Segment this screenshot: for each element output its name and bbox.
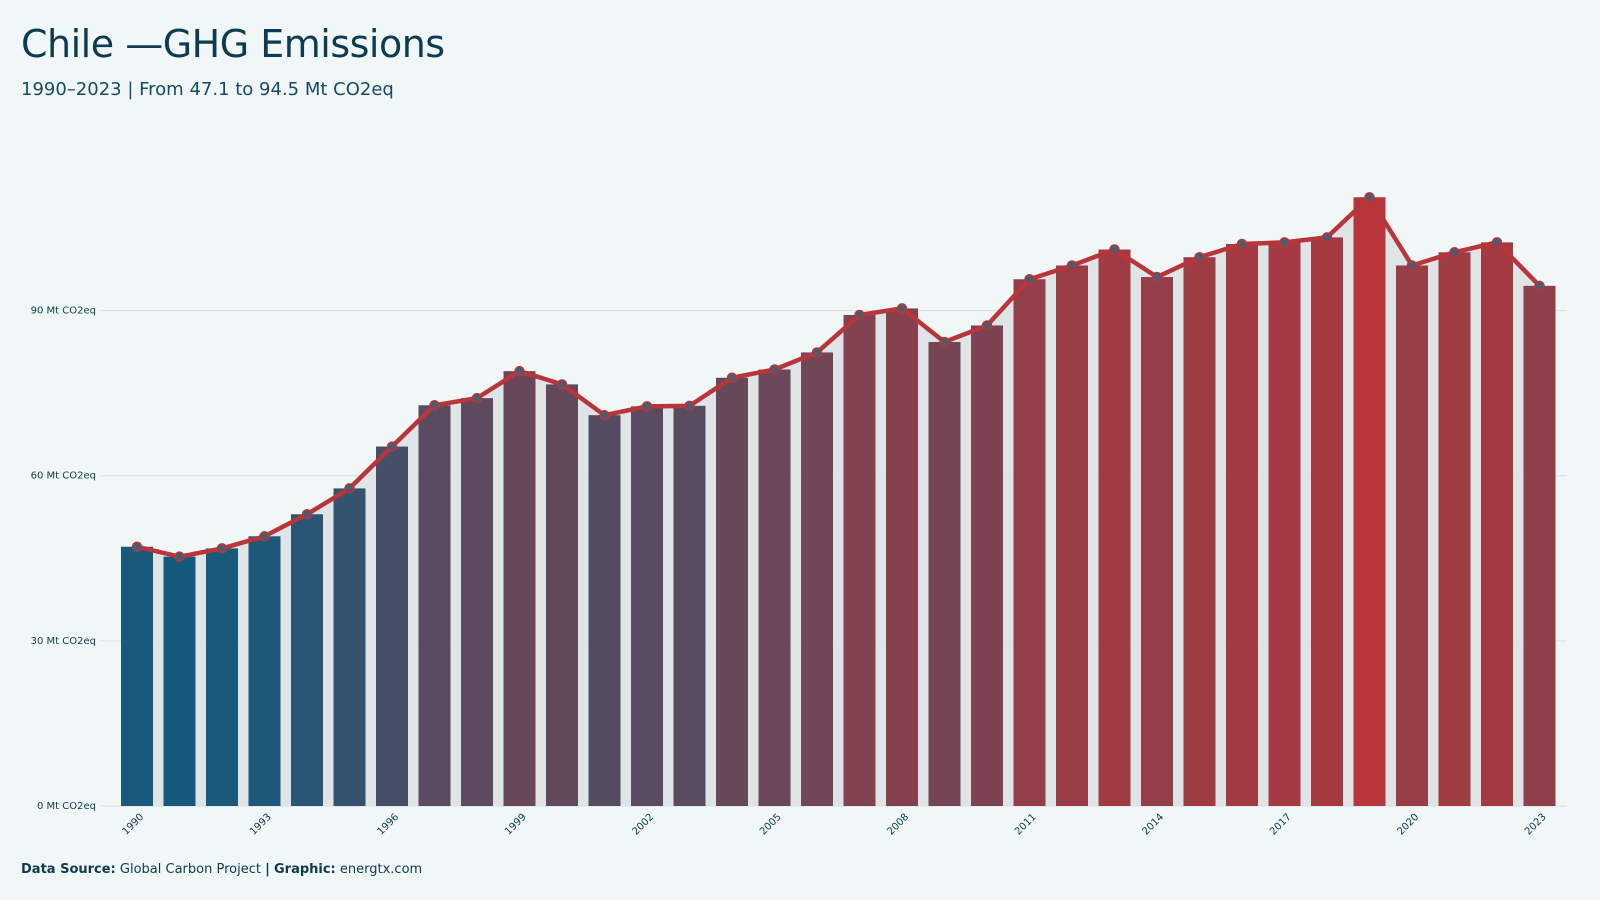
point-2002 [641,401,653,412]
bar-2009 [928,341,961,806]
graphic-label: Graphic: [273,862,336,877]
point-2012 [1066,260,1078,271]
point-2008 [896,303,908,314]
emissions-line [134,194,1542,559]
bar-2003 [673,405,706,806]
bar-1996 [376,446,408,806]
point-2000 [556,379,568,390]
bar-1997 [418,405,451,806]
point-2001 [599,409,610,421]
point-1992 [216,543,228,554]
x-tick-label: 2023 [1523,812,1549,838]
point-1997 [429,400,440,411]
point-2019 [1364,191,1375,203]
point-2004 [726,372,738,384]
bar-2012 [1056,265,1088,807]
bar-2014 [1141,277,1173,806]
bar-2015 [1183,257,1216,806]
bar-1993 [248,536,281,806]
x-tick-label: 1996 [375,812,401,838]
footer-credits: Data Source: Global Carbon Project | Gra… [21,862,422,877]
point-1995 [344,483,355,494]
bar-1995 [333,488,366,806]
bar-1991 [163,556,196,806]
x-tick-label: 2014 [1140,812,1166,838]
y-axis: 0 Mt CO2eq 30 Mt CO2eq 60 Mt CO2eq 90 Mt CO… [31,306,96,812]
bar-2013 [1098,249,1131,806]
bar-2007 [843,315,876,806]
bar-2022 [1481,242,1513,806]
bar-2008 [886,308,918,806]
bar-1992 [206,548,238,806]
point-2020 [1406,260,1418,271]
chart-subtitle: 1990–2023 | From 47.1 to 94.5 Mt CO2eq [21,79,394,100]
x-tick-label: 2011 [1013,812,1039,838]
point-2023 [1534,280,1545,292]
point-2007 [854,309,865,321]
point-1994 [301,509,313,520]
point-2016 [1236,238,1248,250]
point-2010 [981,320,993,331]
point-1991 [174,551,185,562]
point-2005 [769,364,780,375]
source-label: Data Source: [21,862,116,877]
point-2014 [1151,271,1163,283]
trend-line [134,194,1542,559]
bar-2006 [801,352,833,806]
point-2011 [1024,273,1035,285]
point-2013 [1109,244,1120,255]
bar-2018 [1311,237,1343,806]
bar-2002 [631,406,663,806]
x-tick-label: 1993 [248,812,274,838]
point-1999 [514,365,525,377]
point-1996 [386,441,398,452]
point-2017 [1279,237,1290,248]
x-tick-label: 2017 [1268,812,1294,838]
bar-1999 [503,371,536,806]
x-axis: 1990 1993 1996 1999 2002 2005 2008 2011 2014 2017… [120,812,1548,838]
point-2006 [811,347,823,358]
bar-2019 [1353,197,1386,807]
graphic-value: energtx.com [339,862,423,877]
bar-2017 [1268,242,1301,806]
bar-2016 [1226,244,1258,806]
y-tick-label: 90 Mt CO2eq [31,306,96,317]
x-tick-label: 2020 [1395,812,1421,838]
markers [131,191,1545,562]
y-tick-label: 30 Mt CO2eq [31,636,96,647]
point-1993 [259,531,270,542]
bar-2023 [1523,285,1556,807]
bar-2021 [1438,252,1471,807]
chart-title: Chile —GHG Emissions [21,22,445,66]
bar-1994 [291,514,323,806]
y-tick-label: 0 Mt CO2eq [37,801,96,812]
point-2009 [939,336,950,348]
x-tick-label: 1990 [120,812,146,838]
point-2021 [1449,247,1460,258]
source-value: Global Carbon Project [119,862,261,877]
point-1990 [131,541,143,552]
x-tick-label: 2002 [630,812,656,838]
bar-1998 [461,398,493,806]
bar-2020 [1396,265,1428,807]
y-tick-label: 60 Mt CO2eq [31,471,96,482]
x-tick-label: 2008 [885,812,911,838]
point-2022 [1491,237,1503,248]
point-2003 [684,400,695,412]
bar-2001 [588,415,621,806]
bar-2011 [1013,279,1046,807]
bar-1990 [121,546,153,806]
bars [121,197,1556,807]
point-2015 [1194,251,1205,263]
bar-2004 [716,377,748,806]
point-1998 [471,392,483,404]
x-tick-label: 2005 [758,812,784,838]
bar-2000 [546,384,578,806]
point-2018 [1321,232,1333,243]
x-tick-label: 1999 [503,812,529,838]
footer-separator: | [265,862,270,877]
bar-2005 [758,369,791,806]
bar-2010 [971,325,1003,806]
